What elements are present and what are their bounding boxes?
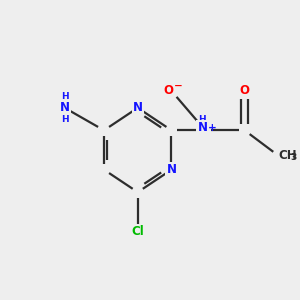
Text: N: N: [133, 101, 143, 114]
Text: H: H: [61, 92, 68, 101]
Text: N: N: [60, 101, 70, 114]
Text: N: N: [197, 121, 207, 134]
Text: −: −: [174, 81, 183, 91]
Text: +: +: [208, 122, 217, 133]
Text: N: N: [167, 163, 176, 176]
Text: Cl: Cl: [131, 225, 144, 238]
Text: H: H: [199, 115, 206, 124]
Text: CH: CH: [278, 149, 297, 162]
Text: O: O: [164, 85, 174, 98]
Text: 3: 3: [291, 153, 297, 162]
Text: O: O: [240, 85, 250, 98]
Text: H: H: [61, 115, 68, 124]
